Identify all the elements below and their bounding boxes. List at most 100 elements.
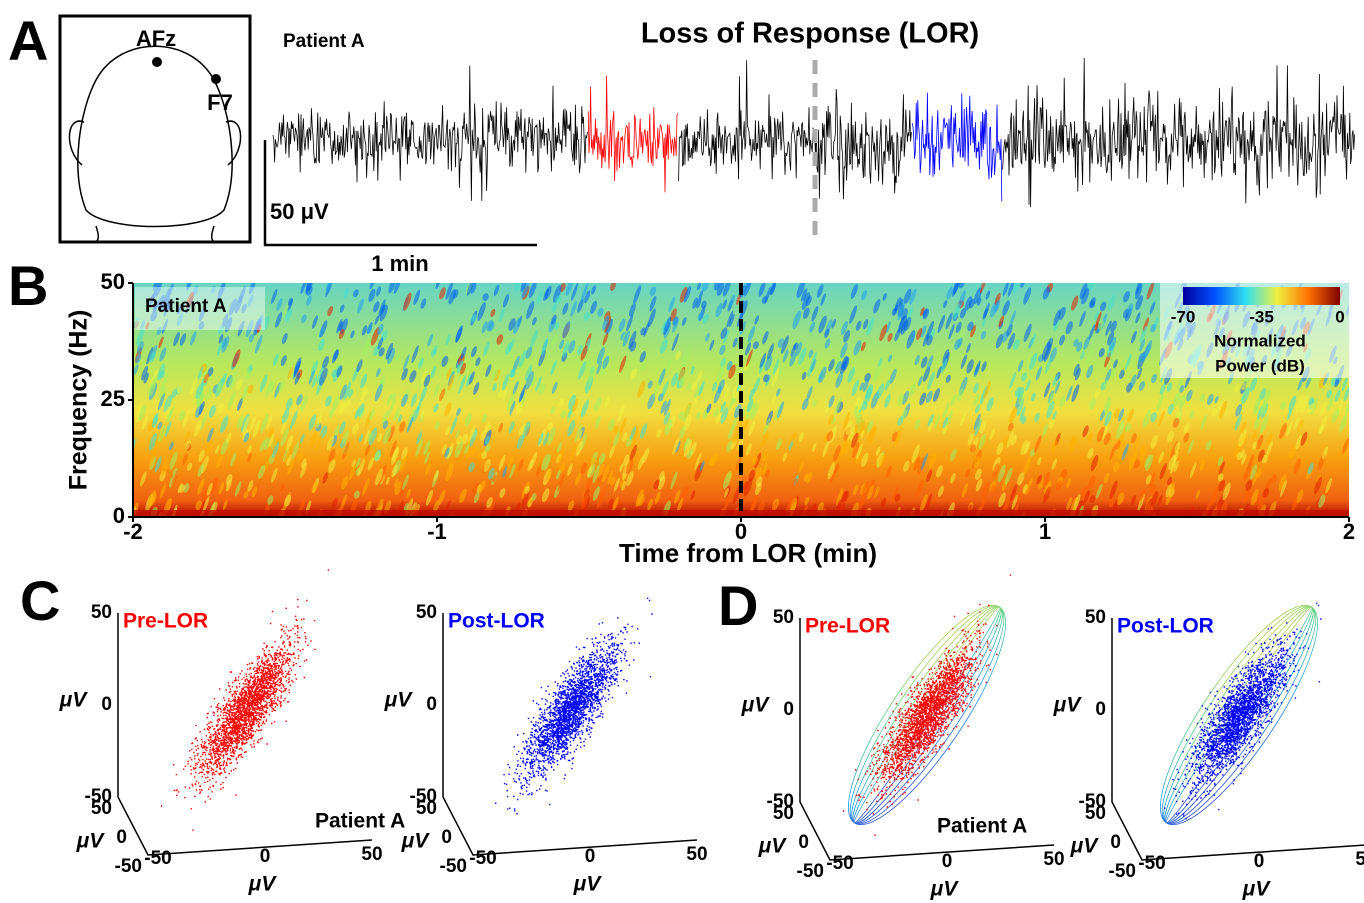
spectro-streak <box>484 436 491 445</box>
spectro-streak <box>369 283 375 290</box>
spectro-streak <box>158 425 166 443</box>
spectro-streak <box>1254 493 1260 507</box>
spectro-streak <box>425 462 431 476</box>
spectro-streak <box>159 484 166 499</box>
spectro-streak <box>263 435 271 451</box>
spectro-streak <box>1135 295 1144 311</box>
z-tick-label: 0 <box>1095 699 1106 720</box>
spectro-streak <box>350 498 358 514</box>
z-tick-label: 50 <box>1085 607 1106 628</box>
spectro-streak <box>456 407 461 417</box>
spectro-streak <box>694 452 702 470</box>
axis-unit: μV <box>248 873 278 896</box>
spectro-streak <box>254 334 263 354</box>
spectro-streak <box>642 447 650 464</box>
spectro-streak <box>406 416 414 433</box>
spectro-streak <box>284 494 292 507</box>
spectro-streak <box>1156 394 1164 412</box>
spectro-streak <box>276 297 283 311</box>
spectro-streak <box>695 411 701 420</box>
x-tick-label: 0 <box>260 846 271 867</box>
spectro-streak <box>528 283 537 299</box>
spectro-streak <box>818 366 827 383</box>
patient-label: Patient A <box>145 296 227 317</box>
axis-unit: μV <box>1242 878 1272 901</box>
y-tick-label: -50 <box>440 856 467 877</box>
spectro-streak <box>776 438 782 451</box>
spectro-streak <box>678 376 686 386</box>
spectro-streak <box>300 461 308 478</box>
spectro-streak <box>1124 353 1132 371</box>
spectro-streak <box>827 462 836 480</box>
spectro-streak <box>1257 496 1265 511</box>
spectro-streak <box>1108 336 1117 352</box>
spectro-streak <box>576 345 583 356</box>
spectro-streak <box>529 329 538 349</box>
z-tick-label: -50 <box>85 786 112 807</box>
spectro-streak <box>802 307 810 319</box>
spectro-streak <box>155 283 163 297</box>
spectro-streak <box>842 490 850 502</box>
x-tick-label: -50 <box>469 848 496 869</box>
spectro-streak <box>812 399 817 408</box>
spectro-streak <box>140 319 146 330</box>
spectro-streak <box>368 288 376 302</box>
spectro-streak <box>989 428 995 441</box>
spectro-streak <box>946 286 954 300</box>
spectro-streak <box>1341 377 1348 392</box>
spectro-streak <box>1238 428 1247 447</box>
spectro-streak <box>952 283 961 295</box>
spectro-streak <box>1233 383 1240 393</box>
spectro-streak <box>364 444 371 457</box>
spectro-streak <box>1113 407 1120 419</box>
spectro-streak <box>1103 397 1111 413</box>
spectro-streak <box>466 283 475 296</box>
spectro-streak <box>950 448 957 462</box>
spectro-streak <box>1325 477 1332 494</box>
spectro-streak <box>252 419 261 438</box>
spectro-streak <box>1107 331 1115 346</box>
y-tick-label: 50 <box>773 803 794 824</box>
spectro-streak <box>592 464 601 484</box>
ellipsoid-mesh <box>982 607 1006 624</box>
spectro-streak <box>296 394 303 406</box>
spectro-streak <box>160 459 169 477</box>
spectro-streak <box>1173 460 1179 473</box>
spectro-streak <box>729 294 736 308</box>
spectro-streak <box>186 283 193 291</box>
spectro-streak <box>587 465 593 478</box>
spectro-streak <box>913 456 921 472</box>
spectro-streak <box>735 455 742 471</box>
spectro-streak <box>499 487 506 499</box>
spectro-streak <box>1081 485 1089 500</box>
spectro-streak <box>967 321 974 332</box>
spectro-streak <box>665 359 671 373</box>
spectro-streak <box>980 330 987 340</box>
spectro-streak <box>791 478 798 490</box>
spectro-streak <box>521 283 530 299</box>
spectro-streak <box>1235 403 1243 417</box>
spectro-streak <box>294 372 301 385</box>
panel-title: Loss of Response (LOR) <box>641 18 979 50</box>
spectro-streak <box>1023 287 1032 305</box>
spectro-streak <box>297 452 304 461</box>
spectro-streak <box>472 482 479 495</box>
spectro-streak <box>834 396 842 415</box>
spectro-streak <box>429 493 436 506</box>
spectro-streak <box>796 283 806 299</box>
spectro-streak <box>936 465 943 478</box>
spectro-streak <box>1109 480 1118 500</box>
spectro-streak <box>1241 453 1247 465</box>
spectro-streak <box>809 321 816 333</box>
spectro-streak <box>1031 334 1036 345</box>
spectro-streak <box>357 403 365 417</box>
spectro-streak <box>1117 441 1126 459</box>
spectro-streak <box>211 285 216 294</box>
axes-3d <box>117 613 373 856</box>
spectro-streak <box>1172 417 1180 428</box>
spectro-streak <box>1054 380 1061 394</box>
spectro-streak <box>343 381 352 401</box>
spectro-streak <box>1071 295 1079 311</box>
spectro-streak <box>979 420 987 434</box>
